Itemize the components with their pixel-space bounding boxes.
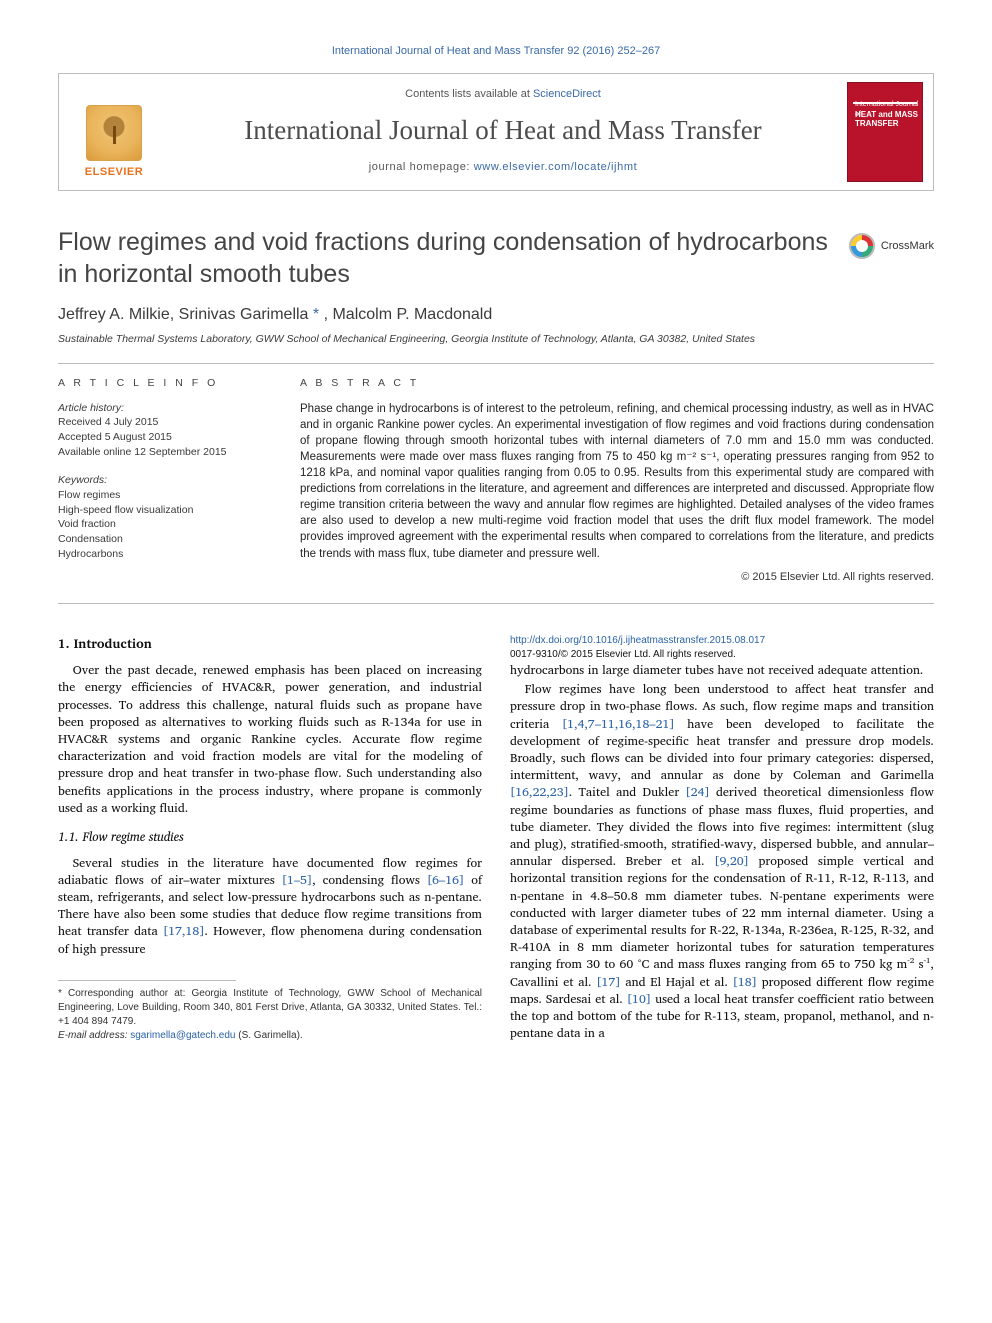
keyword-5: Hydrocarbons <box>58 547 266 562</box>
history-online: Available online 12 September 2015 <box>58 445 266 460</box>
history-accepted: Accepted 5 August 2015 <box>58 430 266 445</box>
crossmark-label: CrossMark <box>881 239 934 254</box>
journal-cover-icon: International Journal of HEAT and MASS T… <box>847 82 923 182</box>
corresponding-footnote: * Corresponding author at: Georgia Insti… <box>58 987 482 1029</box>
ref-17-18[interactable]: [17,18] <box>163 921 205 941</box>
email-footnote: E-mail address: sgarimella@gatech.edu (S… <box>58 1029 482 1043</box>
section-1-p1: Over the past decade, renewed emphasis h… <box>58 662 482 817</box>
email-label: E-mail address: <box>58 1030 130 1041</box>
abstract-column: A B S T R A C T Phase change in hydrocar… <box>300 376 934 585</box>
section-1-heading: 1. Introduction <box>58 634 482 652</box>
history-received: Received 4 July 2015 <box>58 415 266 430</box>
copyright-line: © 2015 Elsevier Ltd. All rights reserved… <box>300 570 934 585</box>
journal-banner: ELSEVIER Contents lists available at Sci… <box>58 73 934 191</box>
crossmark-icon <box>849 233 875 259</box>
body-two-columns: 1. Introduction Over the past decade, re… <box>58 634 934 1049</box>
col2-p1: Flow regimes have long been understood t… <box>510 681 934 1042</box>
abstract-text: Phase change in hydrocarbons is of inter… <box>300 401 934 562</box>
history-label: Article history: <box>58 401 266 416</box>
running-head: International Journal of Heat and Mass T… <box>58 44 934 59</box>
article-title: Flow regimes and void fractions during c… <box>58 227 831 290</box>
footnotes-block: * Corresponding author at: Georgia Insti… <box>58 987 482 1043</box>
cover-line3: TRANSFER <box>855 118 899 129</box>
col2-continuation: hydrocarbons in large diameter tubes hav… <box>510 662 934 679</box>
journal-name: International Journal of Heat and Mass T… <box>177 112 829 150</box>
publisher-wordmark: ELSEVIER <box>85 165 143 180</box>
keywords-label: Keywords: <box>58 473 266 488</box>
author-3: , Malcolm P. Macdonald <box>324 306 493 323</box>
crossmark-badge-wrap[interactable]: CrossMark <box>849 233 934 259</box>
issn-line: 0017-9310/© 2015 Elsevier Ltd. All right… <box>510 649 736 660</box>
email-tail: (S. Garimella). <box>235 1030 302 1041</box>
rule-bottom <box>58 603 934 604</box>
abstract-heading: A B S T R A C T <box>300 376 934 391</box>
author-2: Srinivas Garimella <box>179 306 309 323</box>
article-info-column: A R T I C L E I N F O Article history: R… <box>58 376 266 585</box>
keyword-4: Condensation <box>58 532 266 547</box>
keyword-1: Flow regimes <box>58 488 266 503</box>
authors-line: Jeffrey A. Milkie, Srinivas Garimella * … <box>58 304 934 326</box>
c2-e: proposed simple vertical and horizontal … <box>510 851 934 991</box>
doi-block: http://dx.doi.org/10.1016/j.ijheatmasstr… <box>510 634 934 662</box>
contents-prefix: Contents lists available at <box>405 88 533 100</box>
homepage-prefix: journal homepage: <box>369 161 474 173</box>
section-1-1-heading: 1.1. Flow regime studies <box>58 829 482 847</box>
keyword-2: High-speed flow visualization <box>58 503 266 518</box>
title-row: Flow regimes and void fractions during c… <box>58 227 934 290</box>
section-1-1-p1: Several studies in the literature have d… <box>58 855 482 958</box>
article-info-heading: A R T I C L E I N F O <box>58 376 266 391</box>
cover-thumb-wrap: International Journal of HEAT and MASS T… <box>837 74 933 190</box>
corresponding-star: * <box>308 306 319 323</box>
doi-link[interactable]: http://dx.doi.org/10.1016/j.ijheatmasstr… <box>510 635 765 646</box>
publisher-block: ELSEVIER <box>59 74 169 190</box>
email-link[interactable]: sgarimella@gatech.edu <box>130 1030 235 1041</box>
banner-center: Contents lists available at ScienceDirec… <box>169 74 837 190</box>
journal-homepage-line: journal homepage: www.elsevier.com/locat… <box>177 160 829 175</box>
affiliation: Sustainable Thermal Systems Laboratory, … <box>58 332 934 347</box>
info-abstract-row: A R T I C L E I N F O Article history: R… <box>58 376 934 585</box>
rule-top <box>58 363 934 364</box>
author-1: Jeffrey A. Milkie, <box>58 306 179 323</box>
page: International Journal of Heat and Mass T… <box>0 0 992 1089</box>
sciencedirect-link[interactable]: ScienceDirect <box>533 88 601 100</box>
contents-lists-line: Contents lists available at ScienceDirec… <box>177 87 829 102</box>
journal-homepage-link[interactable]: www.elsevier.com/locate/ijhmt <box>474 161 638 173</box>
elsevier-tree-icon <box>86 105 142 161</box>
footnote-rule <box>58 980 236 981</box>
keyword-3: Void fraction <box>58 517 266 532</box>
